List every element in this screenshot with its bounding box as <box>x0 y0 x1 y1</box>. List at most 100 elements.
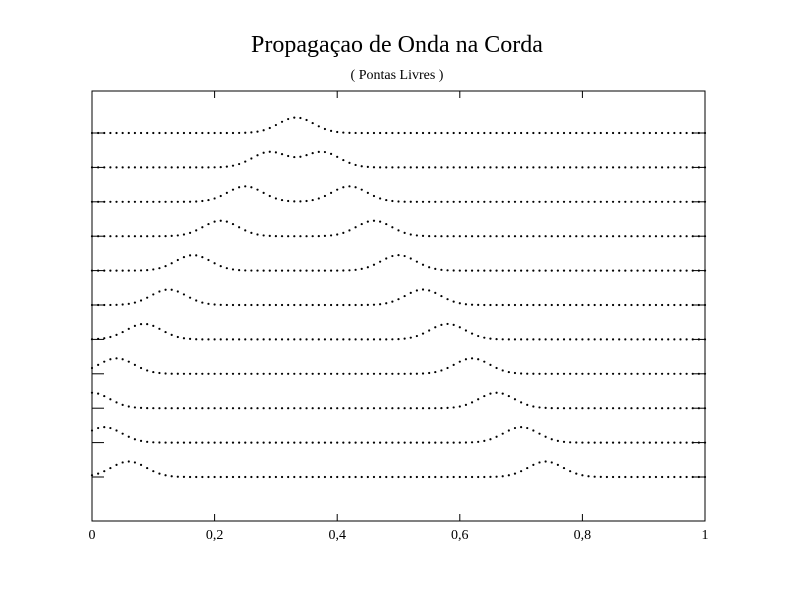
data-point <box>434 407 437 410</box>
data-point <box>256 130 259 133</box>
data-point <box>667 407 670 410</box>
data-point <box>207 198 210 202</box>
data-point <box>268 303 271 307</box>
data-point <box>605 200 609 203</box>
data-point <box>250 475 253 479</box>
data-point <box>366 131 369 135</box>
data-point <box>176 166 179 169</box>
data-point <box>164 372 167 375</box>
data-point <box>434 370 437 374</box>
data-point <box>691 338 694 341</box>
data-point <box>452 269 455 272</box>
data-point <box>323 338 327 341</box>
data-point <box>624 269 627 272</box>
data-point <box>428 441 431 444</box>
data-point <box>146 269 149 272</box>
data-point <box>133 269 137 272</box>
data-point <box>293 235 296 238</box>
data-point <box>397 229 400 232</box>
data-point <box>611 235 615 238</box>
data-point <box>195 475 198 479</box>
data-point <box>464 235 468 238</box>
data-point <box>520 470 523 473</box>
data-point <box>593 441 596 444</box>
data-point <box>685 441 688 444</box>
data-point <box>630 269 633 272</box>
data-point <box>599 269 602 272</box>
data-point <box>605 235 609 238</box>
data-point <box>225 441 228 444</box>
data-point <box>231 188 235 191</box>
data-point <box>366 441 369 444</box>
data-point <box>188 337 192 341</box>
data-point <box>231 303 235 307</box>
data-point <box>127 269 130 272</box>
data-point <box>287 441 290 444</box>
data-point <box>158 200 161 203</box>
data-point <box>188 131 192 135</box>
data-point <box>697 200 700 203</box>
data-point <box>293 372 296 375</box>
data-point <box>648 131 651 135</box>
data-point <box>238 407 241 410</box>
data-point <box>207 407 210 410</box>
data-point <box>667 235 670 238</box>
data-point <box>115 166 118 169</box>
data-point <box>225 475 228 479</box>
data-point <box>581 372 584 375</box>
data-point <box>599 166 602 169</box>
data-point <box>201 372 204 375</box>
data-point <box>452 300 455 303</box>
data-point <box>152 370 155 374</box>
data-point <box>158 267 161 270</box>
data-point <box>446 366 449 370</box>
data-point <box>238 372 241 375</box>
data-point <box>520 338 523 341</box>
data-point <box>379 441 382 444</box>
data-point <box>385 302 388 305</box>
data-point <box>630 235 633 238</box>
data-point <box>562 235 566 238</box>
data-point <box>164 330 167 334</box>
data-point <box>268 372 271 375</box>
data-point <box>673 235 676 238</box>
data-point <box>115 333 118 337</box>
data-point <box>317 407 320 410</box>
data-point <box>188 407 192 410</box>
data-point <box>593 166 596 169</box>
data-point <box>421 407 425 410</box>
data-point <box>520 269 523 272</box>
data-point <box>299 407 302 410</box>
data-point <box>532 405 535 408</box>
data-point <box>336 338 339 341</box>
data-point <box>624 235 627 238</box>
data-point <box>667 131 670 135</box>
data-point <box>532 235 535 238</box>
series-snapshot <box>90 460 707 479</box>
data-point <box>587 131 590 135</box>
data-point <box>311 372 314 375</box>
data-point <box>385 198 388 202</box>
data-point <box>495 435 498 438</box>
data-point <box>103 131 106 135</box>
data-point <box>121 235 124 238</box>
data-point <box>176 200 179 203</box>
data-point <box>323 407 327 410</box>
data-point <box>581 131 584 135</box>
data-point <box>176 258 179 262</box>
data-point <box>317 197 320 200</box>
data-point <box>624 131 627 135</box>
data-point <box>293 475 296 479</box>
data-point <box>329 191 333 194</box>
data-point <box>329 152 333 155</box>
data-point <box>654 131 658 135</box>
data-point <box>170 262 173 265</box>
data-point <box>336 155 339 158</box>
data-point <box>703 235 707 238</box>
data-point <box>538 131 541 135</box>
x-tick-label: 1 <box>702 528 709 543</box>
data-point <box>372 219 376 222</box>
data-point <box>624 441 627 444</box>
data-point <box>360 475 363 479</box>
data-point <box>544 435 547 438</box>
